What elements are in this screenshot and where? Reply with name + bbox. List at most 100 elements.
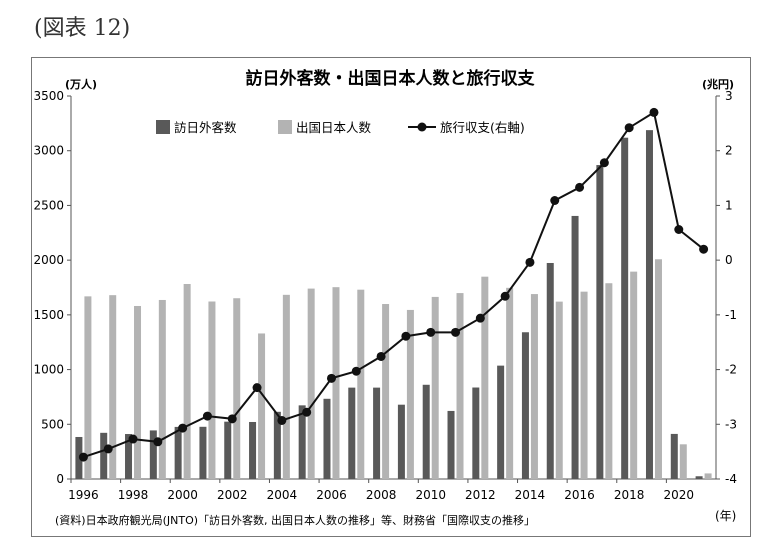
bar-visitors xyxy=(174,426,182,479)
y-left-tick-label: 1500 xyxy=(33,308,64,322)
point-travel-balance xyxy=(252,383,262,393)
bar-visitors xyxy=(249,421,257,479)
y-left-tick-label: 2000 xyxy=(33,253,64,267)
chart-title: 訪日外客数・出国日本人数と旅行収支 xyxy=(246,68,536,89)
x-tick-label: 2010 xyxy=(415,488,446,502)
right-axis-unit: (兆円) xyxy=(702,77,734,91)
y-right-tick-label: 3 xyxy=(725,89,733,103)
bar-visitors xyxy=(571,215,579,479)
y-right-tick-label: -4 xyxy=(725,472,737,486)
bar-departures xyxy=(158,299,166,479)
bar-departures xyxy=(183,283,191,479)
point-travel-balance xyxy=(525,257,535,267)
bar-departures xyxy=(530,294,538,479)
plot-area: 0 500 1000 1500 2000 2500 3000 3500 -4 -3 -2 -1 0 1 2 3… xyxy=(33,89,737,502)
point-travel-balance xyxy=(575,182,585,192)
x-axis-unit: (年) xyxy=(715,509,736,523)
bar-departures xyxy=(704,473,712,479)
bar-departures xyxy=(679,444,687,479)
point-travel-balance xyxy=(302,407,312,417)
bar-visitors xyxy=(546,262,554,479)
point-travel-balance xyxy=(78,452,88,462)
point-travel-balance xyxy=(277,415,287,425)
y-left-tick-label: 1000 xyxy=(33,363,64,377)
bar-departures xyxy=(406,309,414,479)
x-tick-label: 2014 xyxy=(515,488,546,502)
bar-visitors xyxy=(645,130,653,479)
bar-visitors xyxy=(621,137,629,479)
point-travel-balance xyxy=(500,291,510,301)
y-right-tick-label: -1 xyxy=(725,308,737,322)
point-travel-balance xyxy=(153,437,163,447)
bar-departures xyxy=(555,301,563,479)
y-right-tick-label: 2 xyxy=(725,144,733,158)
bar-departures xyxy=(282,294,290,479)
y-right-tick-label: 1 xyxy=(725,198,733,212)
bar-visitors xyxy=(447,410,455,479)
point-travel-balance xyxy=(475,313,485,323)
bar-departures xyxy=(233,298,241,479)
bar-visitors xyxy=(348,387,356,479)
bar-departures xyxy=(357,289,365,479)
x-tick-label: 2016 xyxy=(564,488,595,502)
point-travel-balance xyxy=(699,244,709,254)
bar-departures xyxy=(84,296,92,479)
bar-departures xyxy=(456,293,464,479)
bar-visitors xyxy=(125,434,133,479)
bar-visitors xyxy=(224,421,232,479)
legend-swatch-departures xyxy=(278,120,292,134)
y-left-tick-label: 2500 xyxy=(33,198,64,212)
legend-swatch-visitors xyxy=(156,120,170,134)
x-tick-label: 2000 xyxy=(167,488,198,502)
bar-visitors xyxy=(497,365,505,479)
y-left-tick-label: 3000 xyxy=(33,144,64,158)
x-tick-label: 2012 xyxy=(465,488,496,502)
figure-label: (図表 12) xyxy=(34,16,131,41)
bar-departures xyxy=(506,287,514,479)
bar-visitors xyxy=(397,404,405,479)
x-tick-label: 2002 xyxy=(217,488,248,502)
point-travel-balance xyxy=(426,327,436,337)
point-travel-balance xyxy=(103,444,113,454)
bar-departures xyxy=(332,287,340,479)
x-tick-label: 2020 xyxy=(664,488,695,502)
y-left-tick-label: 3500 xyxy=(33,89,64,103)
point-travel-balance xyxy=(624,123,634,133)
legend-label-departures: 出国日本人数 xyxy=(296,120,372,135)
bar-departures xyxy=(630,271,638,479)
x-tick-label: 2008 xyxy=(366,488,397,502)
source-note: (資料)日本政府観光局(JNTO)「訪日外客数, 出国日本人数の推移」等、財務省… xyxy=(55,513,535,527)
x-tick-label: 2006 xyxy=(316,488,347,502)
bar-visitors xyxy=(472,387,480,479)
bar-visitors xyxy=(149,430,157,479)
point-travel-balance xyxy=(178,423,188,433)
bar-departures xyxy=(109,295,117,479)
bar-departures xyxy=(134,305,142,479)
bar-departures xyxy=(580,291,588,479)
left-axis-unit: (万人) xyxy=(65,77,97,91)
y-right-tick-label: 0 xyxy=(725,253,733,267)
bar-departures xyxy=(258,333,266,479)
point-travel-balance xyxy=(451,327,461,337)
legend-label-visitors: 訪日外客数 xyxy=(174,120,237,135)
bar-visitors xyxy=(75,436,83,479)
bar-visitors xyxy=(670,433,678,479)
x-tick-label: 1996 xyxy=(68,488,99,502)
point-travel-balance xyxy=(550,196,560,206)
x-tick-label: 2004 xyxy=(267,488,298,502)
bar-visitors xyxy=(100,432,108,479)
bar-visitors xyxy=(323,398,331,479)
point-travel-balance xyxy=(401,331,411,341)
bar-visitors xyxy=(199,426,207,479)
y-right-tick-label: -2 xyxy=(725,363,737,377)
y-left-tick-label: 0 xyxy=(56,472,64,486)
bar-departures xyxy=(481,276,489,479)
x-tick-label: 2018 xyxy=(614,488,645,502)
bar-departures xyxy=(605,283,613,479)
bar-departures xyxy=(382,304,390,479)
line-travel-balance xyxy=(83,110,705,459)
bar-departures xyxy=(208,301,216,479)
point-travel-balance xyxy=(599,158,609,168)
legend: 訪日外客数 出国日本人数 旅行収支(右軸) xyxy=(156,120,525,135)
